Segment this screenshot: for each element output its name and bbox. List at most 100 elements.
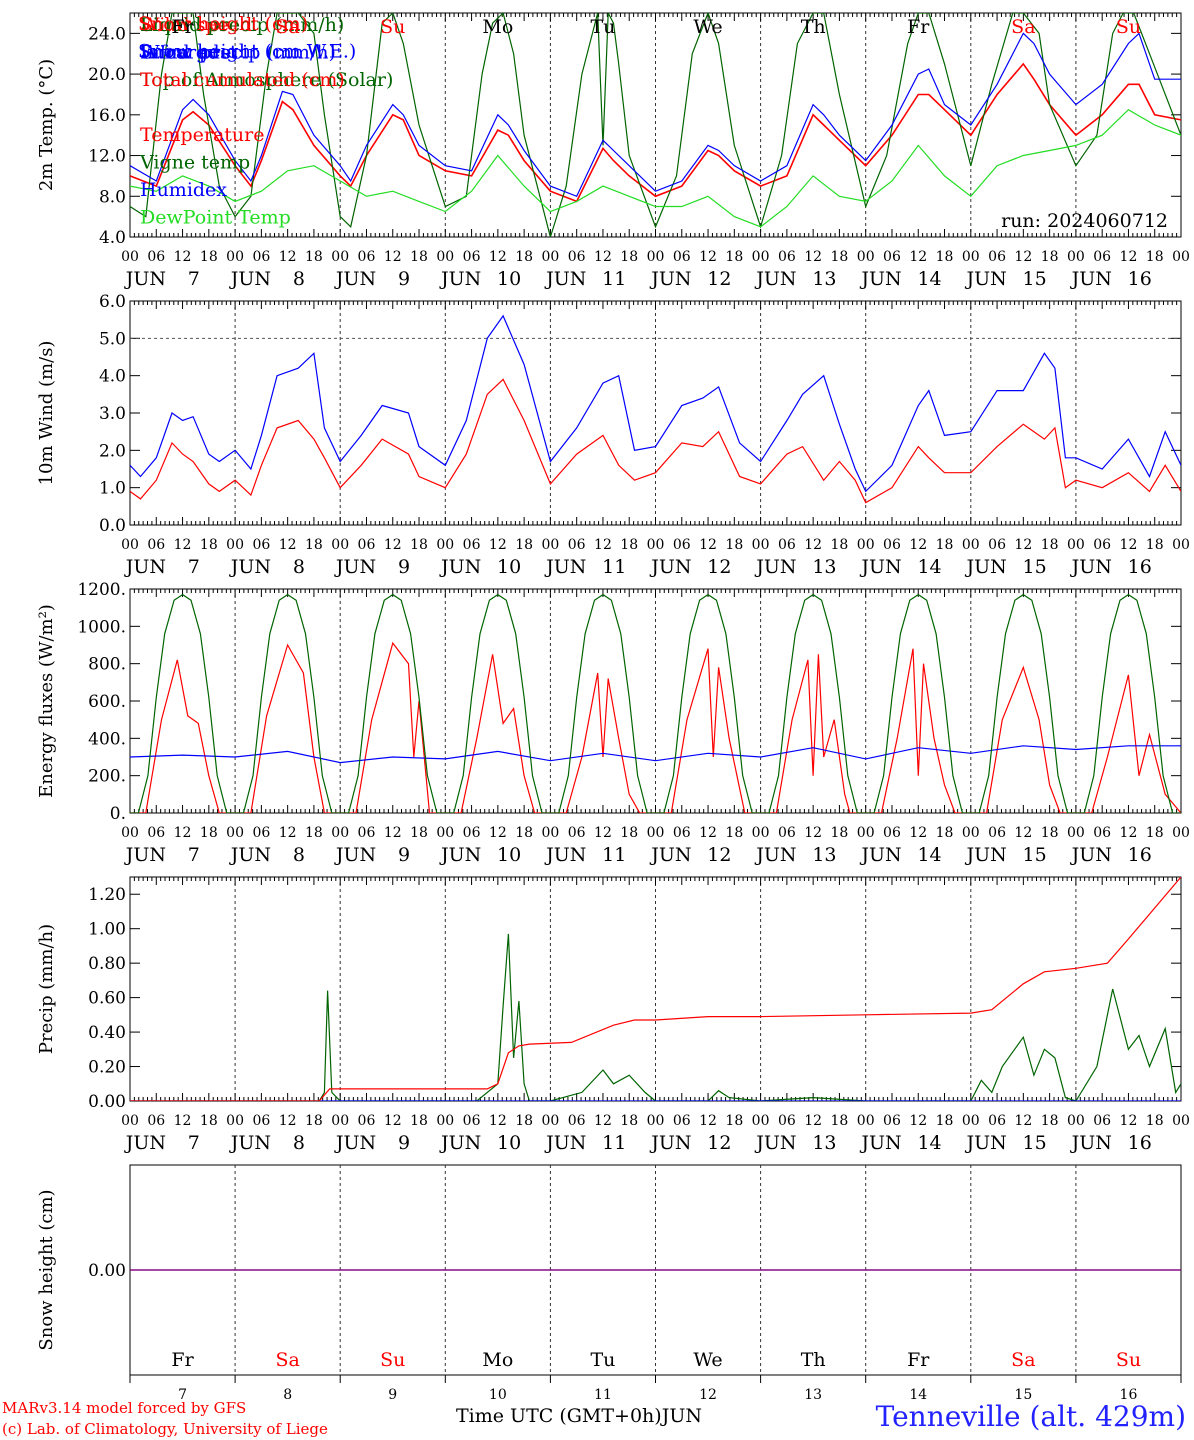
hour-tick-label: 00	[647, 537, 665, 553]
hour-tick-label: 18	[305, 537, 323, 553]
month-label: JUN	[1070, 1132, 1112, 1154]
hour-tick-label: 00	[857, 825, 875, 841]
hour-tick-label: 00	[436, 1113, 454, 1129]
hour-tick-label: 06	[778, 537, 796, 553]
hour-tick-label: 18	[725, 249, 743, 265]
day-number-label: 13	[812, 1132, 836, 1154]
hour-tick-label: 00	[857, 537, 875, 553]
y-tick-label: 2.0	[99, 441, 126, 461]
hour-tick-label: 12	[804, 537, 822, 553]
hour-tick-label: 18	[1146, 249, 1164, 265]
hour-tick-label: 06	[778, 1113, 796, 1129]
month-label: JUN	[334, 844, 376, 866]
y-tick-label: 24.0	[88, 24, 126, 44]
weekday-label: Fr	[171, 1349, 194, 1371]
day-number-label: 16	[1128, 556, 1152, 578]
y-tick-label: 0.0	[99, 516, 126, 536]
hour-tick-label: 00	[1067, 537, 1085, 553]
hour-tick-label: 00	[541, 537, 559, 553]
hour-tick-label: 12	[489, 537, 507, 553]
hour-tick-label: 00	[857, 1113, 875, 1129]
hour-tick-label: 00	[121, 825, 139, 841]
y-tick-label: 0.60	[88, 989, 126, 1009]
hour-tick-label: 12	[174, 249, 192, 265]
hour-tick-label: 18	[200, 825, 218, 841]
hour-tick-label: 12	[384, 1113, 402, 1129]
weekday-label: We	[693, 1349, 722, 1371]
hour-tick-label: 12	[594, 1113, 612, 1129]
legend-entry: Humidex	[140, 179, 227, 201]
y-axis-label: Snow height (cm)	[36, 1189, 57, 1350]
day-number-label: 10	[497, 844, 521, 866]
hour-tick-label: 18	[831, 1113, 849, 1129]
hour-tick-label: 18	[831, 537, 849, 553]
series-line-top-of-atmosphere-solar-	[130, 593, 1181, 813]
hour-tick-label: 00	[647, 825, 665, 841]
credit-model: MARv3.14 model forced by GFS	[2, 1399, 247, 1417]
hour-tick-label: 12	[804, 825, 822, 841]
month-label: JUN	[649, 268, 691, 290]
hour-tick-label: 12	[594, 537, 612, 553]
hour-tick-label: 06	[1093, 1113, 1111, 1129]
hour-tick-label: 12	[384, 249, 402, 265]
y-tick-label: 1200.	[77, 580, 126, 600]
day-number-label: 13	[812, 268, 836, 290]
day-number-label: 13	[804, 1387, 822, 1403]
month-label: JUN	[544, 844, 586, 866]
hour-tick-label: 18	[305, 825, 323, 841]
day-number-label: 13	[812, 844, 836, 866]
hour-tick-label: 18	[936, 825, 954, 841]
hour-tick-label: 18	[200, 249, 218, 265]
series-line-wind-gust	[130, 314, 1181, 493]
hour-tick-label: 12	[1120, 537, 1138, 553]
weekday-label: Th	[801, 16, 826, 38]
month-label: JUN	[859, 844, 901, 866]
hour-tick-label: 00	[1172, 537, 1190, 553]
day-number-label: 8	[283, 1387, 292, 1403]
month-label: JUN	[439, 268, 481, 290]
day-number-label: 9	[398, 844, 410, 866]
weekday-label: Mo	[482, 1349, 513, 1371]
day-number-label: 9	[388, 1387, 397, 1403]
legend-entry: Solar	[140, 14, 192, 36]
y-axis-label: 2m Temp. (°C)	[36, 59, 57, 191]
hour-tick-label: 00	[1067, 249, 1085, 265]
y-tick-label: 6.0	[99, 292, 126, 312]
hour-tick-label: 06	[988, 249, 1006, 265]
plot-frame	[129, 300, 1182, 526]
weekday-label: Su	[1116, 1349, 1141, 1371]
hour-tick-label: 06	[463, 825, 481, 841]
hour-tick-label: 00	[1172, 825, 1190, 841]
day-number-label: 15	[1023, 556, 1047, 578]
hour-tick-label: 12	[489, 1113, 507, 1129]
legend-entry: Wind speed	[140, 14, 252, 36]
weekday-label: Fr	[907, 16, 930, 38]
hour-tick-label: 06	[358, 537, 376, 553]
hour-tick-label: 06	[568, 537, 586, 553]
y-axis-label: 10m Wind (m/s)	[36, 341, 57, 486]
hour-tick-label: 18	[1146, 825, 1164, 841]
hour-tick-label: 00	[436, 249, 454, 265]
hour-tick-label: 18	[200, 1113, 218, 1129]
series-line-temperature	[130, 62, 1181, 203]
hour-tick-label: 18	[410, 537, 428, 553]
hour-tick-label: 00	[962, 249, 980, 265]
day-number-label: 10	[497, 1132, 521, 1154]
hour-tick-label: 00	[541, 249, 559, 265]
day-number-label: 12	[707, 556, 731, 578]
legend-entry: Snow height (cm W.E.)	[138, 41, 356, 63]
hour-tick-label: 12	[384, 825, 402, 841]
hour-tick-label: 00	[436, 825, 454, 841]
hour-tick-label: 00	[121, 1113, 139, 1129]
hour-tick-label: 00	[436, 537, 454, 553]
run-label: run: 2024060712	[1001, 210, 1168, 232]
month-label: JUN	[544, 268, 586, 290]
hour-tick-label: 06	[252, 249, 270, 265]
legend-entry: Snow precip (mm/h)	[140, 42, 336, 64]
hour-tick-label: 00	[962, 537, 980, 553]
legend-entry: DewPoint Temp	[140, 207, 291, 229]
day-number-label: 9	[398, 556, 410, 578]
hour-tick-label: 06	[883, 537, 901, 553]
y-tick-label: 3.0	[99, 404, 126, 424]
